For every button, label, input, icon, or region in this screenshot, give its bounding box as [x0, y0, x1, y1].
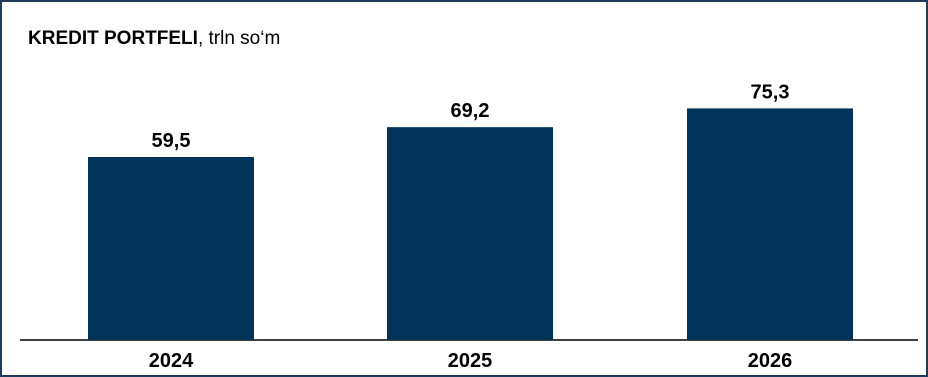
bar-2026 [687, 108, 853, 340]
bar-2025 [387, 127, 553, 341]
data-label-2026: 75,3 [751, 81, 790, 103]
chart-title-unit: , trln so‘m [197, 28, 281, 49]
x-tick-label-2025: 2025 [448, 350, 493, 372]
bar-2024 [88, 157, 254, 340]
x-tick-label-2024: 2024 [149, 350, 194, 372]
data-label-2024: 59,5 [152, 130, 191, 152]
x-tick-label-2026: 2026 [748, 350, 793, 372]
data-label-2025: 69,2 [451, 100, 490, 122]
chart-title: KREDIT PORTFELI, trln so‘m [28, 28, 280, 50]
chart-title-main: KREDIT PORTFELI [28, 28, 198, 49]
